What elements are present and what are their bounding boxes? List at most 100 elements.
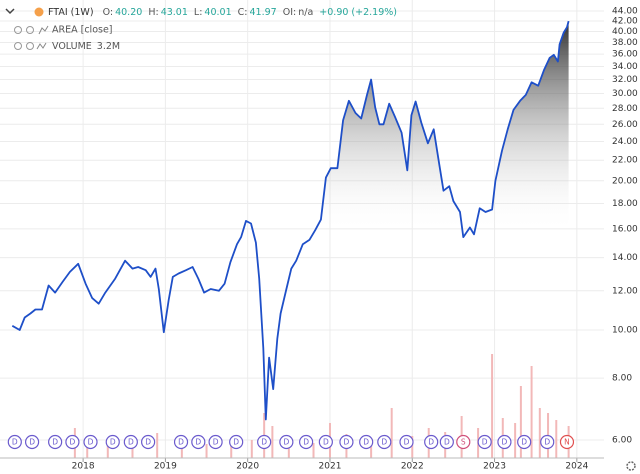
- settings-icon[interactable]: [26, 26, 34, 34]
- x-tick-label: 2018: [72, 462, 95, 472]
- field-label: O:: [103, 7, 114, 18]
- event-marker: [424, 434, 439, 450]
- event-label: D: [213, 438, 219, 447]
- event-label: D: [88, 438, 94, 447]
- area-fill: [12, 21, 569, 458]
- y-tick-label: 20.00: [612, 176, 638, 186]
- event-label: S: [461, 438, 466, 447]
- event-label: D: [404, 438, 410, 447]
- x-tick-label: 2020: [236, 462, 259, 472]
- collapse-icon[interactable]: [5, 8, 15, 15]
- event-label: D: [261, 438, 267, 447]
- change-pct: (+2.19%): [351, 7, 397, 18]
- event-marker: [257, 434, 272, 450]
- x-tick-label: 2021: [319, 462, 342, 472]
- event-marker: [123, 434, 138, 450]
- event-label: D: [52, 438, 58, 447]
- event-marker: [439, 434, 454, 450]
- field-label: C:: [238, 7, 248, 18]
- event-marker: [279, 434, 294, 450]
- event-label: D: [145, 438, 151, 447]
- plot: [11, 20, 570, 458]
- event-marker: [83, 434, 98, 450]
- settings-gear[interactable]: [626, 461, 636, 471]
- event-label: D: [303, 438, 309, 447]
- event-marker: [141, 434, 156, 450]
- event-marker: [399, 434, 414, 450]
- settings-icon[interactable]: [26, 42, 34, 50]
- x-tick-label: 2022: [401, 462, 424, 472]
- event-label: D: [323, 438, 329, 447]
- indicator-label: AREA [close]: [52, 25, 113, 36]
- y-tick-label: 24.00: [612, 137, 638, 147]
- event-marker: [318, 434, 333, 450]
- volume-last: 3.2M: [97, 41, 120, 52]
- event-label: D: [363, 438, 369, 447]
- field-value: n/a: [298, 7, 313, 18]
- y-tick-label: 42.00: [612, 16, 638, 26]
- y-tick-label: 26.00: [612, 120, 638, 130]
- event-marker: [456, 434, 471, 450]
- x-tick-label: 2019: [154, 462, 177, 472]
- event-marker: [229, 434, 244, 450]
- field-value: 41.97: [250, 7, 277, 18]
- x-tick-label: 2024: [565, 462, 588, 472]
- eye-icon[interactable]: [14, 42, 22, 50]
- event-marker: [540, 434, 555, 450]
- y-tick-label: 32.00: [612, 75, 638, 85]
- event-label: D: [521, 438, 527, 447]
- y-tick-label: 18.00: [612, 199, 638, 209]
- y-tick-label: 40.00: [612, 27, 638, 37]
- field-label: L:: [194, 7, 203, 18]
- y-tick-label: 12.00: [612, 286, 638, 296]
- event-marker: [48, 434, 63, 450]
- event-marker: [339, 434, 354, 450]
- field-value: 40.01: [204, 7, 231, 18]
- event-marker: [517, 434, 532, 450]
- event-marker: [477, 434, 492, 450]
- event-marker: [359, 434, 374, 450]
- event-label: D: [12, 438, 18, 447]
- y-tick-label: 34.00: [612, 62, 638, 72]
- event-label: D: [482, 438, 488, 447]
- event-label: D: [233, 438, 239, 447]
- event-marker: [173, 434, 189, 450]
- y-tick-label: 10.00: [612, 326, 638, 336]
- event-label: D: [381, 438, 387, 447]
- field-label: H:: [148, 7, 158, 18]
- field-value: 40.20: [115, 7, 142, 18]
- volume-name: VOLUME: [52, 41, 92, 52]
- event-label: N: [564, 438, 570, 447]
- y-tick-label: 28.00: [612, 104, 638, 114]
- event-label: D: [195, 438, 201, 447]
- event-marker: [299, 434, 314, 450]
- event-marker: [377, 434, 392, 450]
- event-marker: [208, 434, 223, 450]
- price-line: [11, 20, 570, 421]
- event-label: D: [283, 438, 289, 447]
- event-label: D: [128, 438, 134, 447]
- field-value: 43.01: [161, 7, 188, 18]
- y-tick-label: 36.00: [612, 50, 638, 60]
- eye-icon[interactable]: [14, 26, 22, 34]
- event-marker: [191, 434, 206, 450]
- axes: 6.00 8.00 10.00 12.00 14.00 16.00 18.00 20.00 22…: [0, 6, 638, 472]
- event-label: D: [29, 438, 35, 447]
- event-label: D: [178, 438, 184, 447]
- event-label: D: [544, 438, 550, 447]
- x-tick-label: 2023: [483, 462, 506, 472]
- event-marker: [24, 434, 40, 450]
- event-label: D: [502, 438, 508, 447]
- header: FTAI (1W) O: 40.20 H: 43.01 L: 40.01 C: 41.9…: [48, 7, 397, 18]
- event-marker: [559, 434, 575, 450]
- field-label: OI:: [283, 7, 296, 18]
- area-icon: [38, 25, 49, 35]
- symbol: FTAI (1W): [48, 7, 94, 18]
- y-tick-label: 30.00: [612, 89, 638, 99]
- y-tick-label: 8.00: [612, 374, 632, 384]
- y-tick-label: 14.00: [612, 253, 638, 263]
- event-marker: [105, 434, 120, 450]
- event-marker: [497, 434, 512, 450]
- y-tick-label: 16.00: [612, 224, 638, 234]
